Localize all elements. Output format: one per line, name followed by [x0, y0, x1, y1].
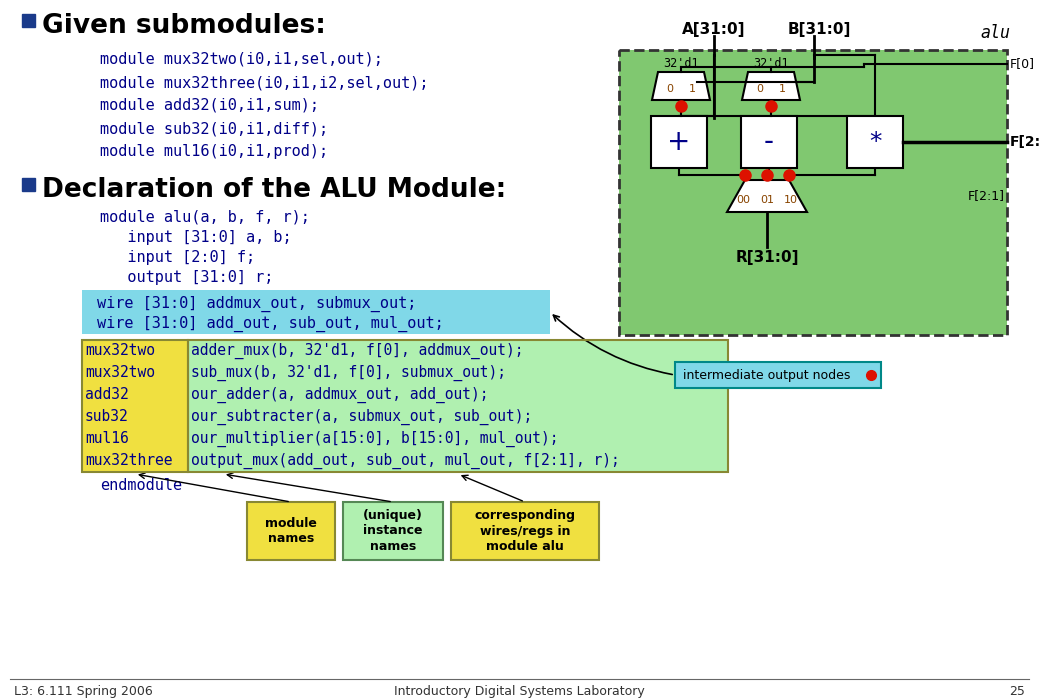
- Text: 01: 01: [760, 195, 774, 205]
- Text: adder_mux(b, 32'd1, f[0], addmux_out);: adder_mux(b, 32'd1, f[0], addmux_out);: [191, 343, 524, 359]
- Text: sub_mux(b, 32'd1, f[0], submux_out);: sub_mux(b, 32'd1, f[0], submux_out);: [191, 365, 506, 381]
- Bar: [188, 450, 728, 472]
- Text: F[2:0]: F[2:0]: [1010, 135, 1039, 149]
- Text: endmodule: endmodule: [100, 478, 182, 493]
- Text: module mux32three(i0,i1,i2,sel,out);: module mux32three(i0,i1,i2,sel,out);: [100, 75, 428, 90]
- Text: 00: 00: [736, 195, 750, 205]
- Text: module
names: module names: [265, 517, 317, 545]
- Text: our_multiplier(a[15:0], b[15:0], mul_out);: our_multiplier(a[15:0], b[15:0], mul_out…: [191, 431, 559, 447]
- Text: Given submodules:: Given submodules:: [42, 13, 326, 39]
- Text: module add32(i0,i1,sum);: module add32(i0,i1,sum);: [100, 98, 319, 113]
- Text: B[31:0]: B[31:0]: [788, 22, 851, 37]
- Text: 1: 1: [778, 84, 785, 94]
- Text: F[2:1]: F[2:1]: [968, 189, 1005, 203]
- Bar: [451, 502, 600, 560]
- Text: 32'd1: 32'd1: [753, 57, 789, 70]
- Text: 0: 0: [666, 84, 673, 94]
- Text: mux32two: mux32two: [85, 343, 155, 358]
- Text: (unique)
instance
names: (unique) instance names: [363, 510, 423, 552]
- Text: mux32three: mux32three: [85, 453, 172, 468]
- Polygon shape: [652, 72, 710, 100]
- Bar: [619, 50, 1007, 335]
- Text: alu: alu: [980, 24, 1010, 42]
- Text: add32: add32: [85, 387, 129, 402]
- Text: module alu(a, b, f, r);: module alu(a, b, f, r);: [100, 210, 310, 225]
- Bar: [847, 116, 903, 168]
- Text: R[31:0]: R[31:0]: [736, 250, 799, 265]
- Bar: [247, 502, 335, 560]
- Text: mux32two: mux32two: [85, 365, 155, 380]
- Bar: [343, 502, 443, 560]
- Bar: [188, 362, 728, 384]
- Text: sub32: sub32: [85, 409, 129, 424]
- Text: mul16: mul16: [85, 431, 129, 446]
- Text: intermediate output nodes: intermediate output nodes: [683, 368, 850, 382]
- Bar: [188, 428, 728, 450]
- Bar: [741, 116, 797, 168]
- Bar: [188, 340, 728, 362]
- Text: F[0]: F[0]: [1010, 57, 1035, 71]
- Text: 0: 0: [756, 84, 764, 94]
- Bar: [675, 362, 881, 388]
- Text: module mux32two(i0,i1,sel,out);: module mux32two(i0,i1,sel,out);: [100, 52, 383, 67]
- Bar: [188, 406, 728, 428]
- Text: A[31:0]: A[31:0]: [683, 22, 746, 37]
- Bar: [82, 340, 188, 472]
- Text: wire [31:0] add_out, sub_out, mul_out;: wire [31:0] add_out, sub_out, mul_out;: [97, 316, 444, 332]
- Text: 1: 1: [689, 84, 695, 94]
- Text: corresponding
wires/regs in
module alu: corresponding wires/regs in module alu: [475, 510, 576, 552]
- Text: -: -: [764, 128, 774, 156]
- Bar: [22, 14, 35, 27]
- Bar: [188, 384, 728, 406]
- Polygon shape: [727, 180, 807, 212]
- Text: +: +: [667, 128, 691, 156]
- Text: Declaration of the ALU Module:: Declaration of the ALU Module:: [42, 177, 506, 203]
- Text: output_mux(add_out, sub_out, mul_out, f[2:1], r);: output_mux(add_out, sub_out, mul_out, f[…: [191, 453, 619, 469]
- Text: 10: 10: [784, 195, 798, 205]
- Text: 32'd1: 32'd1: [663, 57, 699, 70]
- Bar: [651, 116, 707, 168]
- Text: 25: 25: [1009, 685, 1025, 698]
- Bar: [82, 340, 728, 472]
- Bar: [188, 340, 728, 472]
- Text: *: *: [869, 130, 881, 154]
- Text: L3: 6.111 Spring 2006: L3: 6.111 Spring 2006: [14, 685, 153, 698]
- Text: our_adder(a, addmux_out, add_out);: our_adder(a, addmux_out, add_out);: [191, 387, 488, 403]
- Text: module mul16(i0,i1,prod);: module mul16(i0,i1,prod);: [100, 144, 328, 159]
- Text: module sub32(i0,i1,diff);: module sub32(i0,i1,diff);: [100, 121, 328, 136]
- Polygon shape: [742, 72, 800, 100]
- Text: input [31:0] a, b;: input [31:0] a, b;: [100, 230, 292, 245]
- Text: Introductory Digital Systems Laboratory: Introductory Digital Systems Laboratory: [394, 685, 644, 698]
- Bar: [619, 50, 1007, 335]
- Text: input [2:0] f;: input [2:0] f;: [100, 250, 256, 265]
- Text: output [31:0] r;: output [31:0] r;: [100, 270, 273, 285]
- Bar: [22, 178, 35, 191]
- Text: our_subtracter(a, submux_out, sub_out);: our_subtracter(a, submux_out, sub_out);: [191, 409, 532, 425]
- Bar: [82, 290, 550, 334]
- Text: wire [31:0] addmux_out, submux_out;: wire [31:0] addmux_out, submux_out;: [97, 296, 417, 312]
